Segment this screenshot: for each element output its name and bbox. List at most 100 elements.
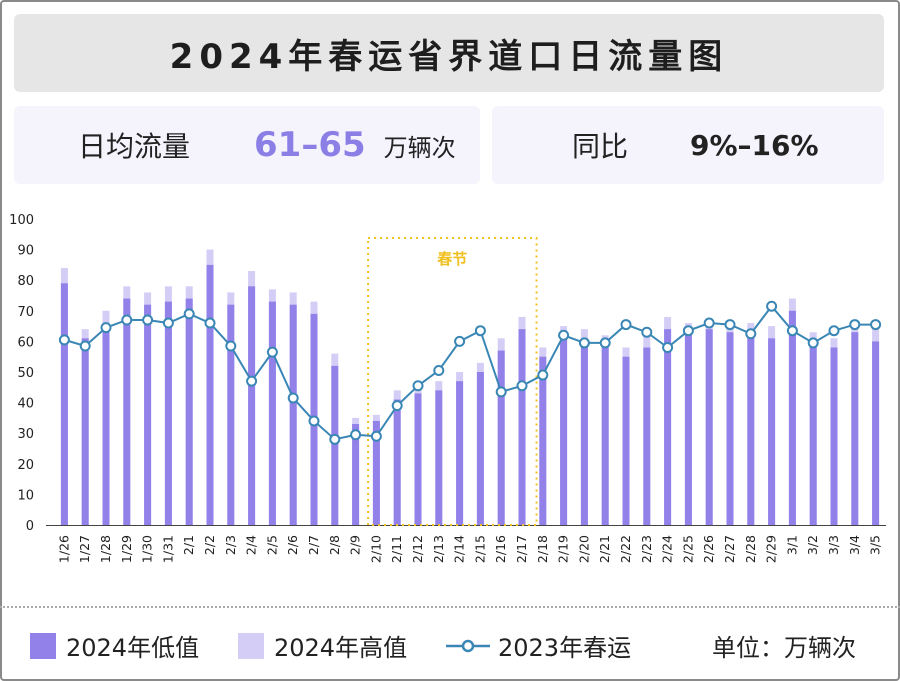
line-point <box>516 380 528 392</box>
x-tick-label: 3/5 <box>868 535 883 555</box>
bar-low <box>560 335 568 525</box>
bar-low <box>684 335 692 525</box>
line-point <box>682 325 694 337</box>
line-point <box>287 392 299 404</box>
y-tick-label: 80 <box>17 274 34 289</box>
chart-title: 2024年春运省界道口日流量图 <box>169 36 729 77</box>
bar-low <box>456 381 464 525</box>
bar-low <box>643 347 651 525</box>
bar-low <box>518 329 526 525</box>
bar-low <box>497 350 505 525</box>
line-point <box>183 308 195 320</box>
line-point <box>246 375 258 387</box>
line-point <box>454 335 466 347</box>
bar-low <box>289 304 297 525</box>
bar-low <box>747 332 755 525</box>
x-tick-label: 2/19 <box>556 535 571 563</box>
x-tick-label: 2/22 <box>618 535 633 563</box>
bar-line-chart: 0 10 20 30 40 50 60 70 80 90 100 春节 1/26 1/27 1/28 1/29… <box>9 213 886 563</box>
line-point <box>495 386 507 398</box>
bar-low <box>352 424 360 525</box>
line-point <box>766 300 778 312</box>
line-point <box>870 319 882 331</box>
line-point <box>828 325 840 337</box>
line-point <box>807 337 819 349</box>
line-point <box>620 319 632 331</box>
bar-low <box>705 329 713 525</box>
line-point <box>599 337 611 349</box>
bar-low <box>102 323 110 525</box>
line-point <box>350 429 362 441</box>
x-tick-label: 2/14 <box>452 535 467 563</box>
bar-low <box>726 332 734 525</box>
x-tick-label: 2/3 <box>223 535 238 555</box>
x-tick-label: 2/24 <box>660 535 675 563</box>
bar-low <box>435 390 443 525</box>
unit-label: 单位：万辆次 <box>712 634 856 662</box>
x-tick-label: 2/15 <box>472 535 487 563</box>
line-point <box>58 334 70 346</box>
x-tick-label: 2/29 <box>764 535 779 563</box>
line-point <box>641 326 653 338</box>
yoy-label: 同比 <box>572 130 629 163</box>
line-point <box>474 325 486 337</box>
line-point <box>162 317 174 329</box>
x-tick-label: 2/6 <box>285 535 300 555</box>
x-tick-label: 2/26 <box>701 535 716 563</box>
x-tick-label: 2/25 <box>680 535 695 563</box>
y-tick-label: 90 <box>17 244 34 259</box>
line-point <box>100 322 112 334</box>
yoy-card: 同比 9%–16% <box>492 106 884 184</box>
bar-low <box>851 332 859 525</box>
legend-item-high: 2024年高值 <box>238 628 407 663</box>
x-tick-label: 3/2 <box>805 535 820 555</box>
x-tick-label: 2/18 <box>535 535 550 563</box>
y-tick-label: 50 <box>17 366 34 381</box>
line-point <box>308 415 320 427</box>
y-tick-label: 40 <box>17 397 34 412</box>
avg-flow-value: 61–65 <box>254 125 366 165</box>
avg-flow-unit: 万辆次 <box>383 133 456 162</box>
line-2023 <box>64 304 876 441</box>
legend-label-high: 2024年高值 <box>274 634 408 662</box>
y-tick-label: 60 <box>17 335 34 350</box>
bar-low <box>331 365 339 525</box>
bar-low <box>81 338 89 525</box>
y-tick-label: 20 <box>17 458 34 473</box>
x-tick-label: 2/13 <box>431 535 446 563</box>
spring-festival-box <box>367 237 538 526</box>
bar-low <box>601 347 609 525</box>
x-tick-label: 1/30 <box>140 535 155 563</box>
line-point <box>370 430 382 442</box>
spring-festival-label: 春节 <box>437 250 467 268</box>
bar-low <box>185 298 193 525</box>
bar-low <box>539 356 547 525</box>
line-point <box>266 346 278 358</box>
line-point <box>703 317 715 329</box>
legend-label-low: 2024年低值 <box>66 634 200 662</box>
x-tick-label: 2/23 <box>639 535 654 563</box>
yoy-value: 9%–16% <box>690 128 819 162</box>
x-tick-label: 2/2 <box>202 535 217 555</box>
bar-low <box>144 304 152 525</box>
line-point <box>786 325 798 337</box>
line-point <box>79 340 91 352</box>
y-tick-label: 100 <box>9 213 34 228</box>
line-point <box>558 329 570 341</box>
x-tick-label: 2/5 <box>264 535 279 555</box>
x-tick-label: 3/1 <box>784 535 799 555</box>
x-tick-label: 2/17 <box>514 535 529 563</box>
x-tick-label: 2/7 <box>306 535 321 555</box>
line-point <box>142 314 154 326</box>
line-point <box>578 337 590 349</box>
line-point <box>121 314 133 326</box>
bar-low <box>60 283 68 525</box>
x-tick-label: 1/26 <box>56 535 71 563</box>
y-tick-label: 30 <box>17 427 34 442</box>
line-point <box>433 364 445 376</box>
line-point <box>412 380 424 392</box>
bar-low <box>788 310 796 525</box>
bar-low <box>768 338 776 525</box>
bar-low <box>248 286 256 525</box>
bar-low <box>268 301 276 525</box>
